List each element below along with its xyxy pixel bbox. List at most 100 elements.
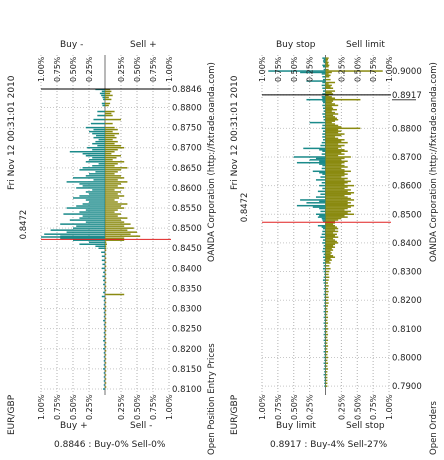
right-bar: [105, 175, 121, 177]
left-bar: [321, 233, 326, 236]
left-bar: [76, 205, 105, 207]
left-bar: [73, 197, 105, 199]
right-bar: [325, 330, 328, 333]
left-bar: [322, 76, 326, 78]
y-tick-label: 0.8000: [392, 353, 422, 363]
left-bar: [323, 68, 326, 71]
right-bar: [105, 247, 107, 249]
left-bar: [79, 195, 105, 197]
left-bar: [319, 171, 326, 174]
right-bar: [325, 249, 334, 251]
right-bar: [105, 114, 113, 117]
left-bar: [76, 225, 105, 227]
right-bar: [105, 136, 117, 139]
left-bar: [101, 255, 105, 258]
x-tick-label-top: 1.00%: [165, 56, 174, 82]
right-bar: [105, 301, 107, 304]
left-bar: [69, 219, 105, 221]
left-bar: [101, 102, 105, 105]
left-bar: [323, 299, 326, 301]
right-bar: [325, 339, 329, 342]
right-bar: [105, 354, 107, 356]
left-bar: [321, 96, 326, 98]
y-tick-label: 0.8700: [392, 153, 422, 163]
left-bar: [103, 311, 105, 314]
right-bar: [105, 130, 113, 133]
right-bar: [325, 270, 330, 273]
left-bar: [103, 344, 105, 346]
left-bar: [321, 84, 326, 87]
right-bar: [105, 229, 128, 231]
x-tick-label-top: 0.25%: [117, 56, 126, 82]
right-bar: [325, 90, 336, 92]
x-tick-label-bottom: 0.50%: [133, 394, 142, 420]
right-bar: [325, 227, 339, 230]
left-bar: [322, 267, 326, 270]
right-bar: [325, 299, 329, 301]
right-bar: [325, 353, 328, 356]
left-bar: [306, 98, 326, 101]
right-bar: [325, 83, 329, 85]
right-bar: [105, 297, 107, 300]
left-bar: [322, 164, 326, 167]
left-bar: [103, 307, 105, 310]
right-bar: [105, 253, 107, 256]
left-bar: [73, 177, 105, 179]
left-bar: [98, 138, 105, 141]
right-bar: [325, 287, 329, 290]
left-bar: [82, 152, 105, 155]
right-bar: [325, 116, 336, 118]
left-bar: [89, 201, 105, 203]
left-bar: [322, 104, 326, 107]
panel-2-pair: EUR/GBP: [230, 394, 240, 435]
right-bar: [325, 276, 330, 279]
left-bar: [103, 384, 105, 386]
right-bar: [325, 197, 351, 200]
left-bar: [93, 118, 105, 121]
left-bar: [323, 373, 326, 376]
left-bar: [79, 217, 105, 219]
x-tick-label-top: 0.75%: [53, 56, 62, 82]
right-bar: [105, 90, 112, 93]
left-bar: [323, 328, 326, 330]
left-bar: [322, 130, 326, 132]
left-bar: [322, 133, 326, 135]
right-bar: [105, 140, 118, 143]
right-bar: [105, 233, 131, 235]
y-tick-label: 0.8350: [172, 284, 202, 294]
left-bar: [300, 71, 326, 74]
right-bar: [325, 98, 361, 101]
right-bar: [105, 269, 107, 272]
left-bar: [103, 299, 105, 302]
right-bar: [105, 193, 118, 195]
left-bar: [322, 279, 326, 281]
left-bar: [323, 351, 326, 353]
left-bar: [324, 382, 326, 385]
panel-1-footer: 0.8846 : Buy-0% Sell-0%: [54, 440, 166, 450]
right-bar: [325, 169, 345, 171]
right-bar: [105, 118, 121, 121]
left-bar: [323, 61, 326, 64]
right-bar: [325, 325, 328, 327]
x-tick-label-bottom: 0.25%: [85, 394, 94, 420]
right-bar: [325, 234, 336, 237]
left-bar: [103, 388, 105, 390]
y-tick-label: 0.8917: [392, 91, 422, 101]
right-bar: [105, 189, 115, 191]
left-bar: [317, 216, 326, 218]
right-bar: [325, 247, 332, 250]
right-bar: [105, 161, 125, 163]
right-bar: [325, 110, 332, 112]
right-bar: [325, 180, 351, 183]
panel-1-credit: OANDA Corporation (http://fxtrade.oanda.…: [207, 62, 217, 262]
left-bar: [99, 92, 105, 95]
left-bar: [82, 167, 105, 169]
right-bar: [325, 133, 345, 135]
right-bar: [325, 345, 329, 347]
left-bar: [322, 116, 326, 118]
left-bar: [93, 179, 105, 181]
right-bar: [325, 143, 339, 145]
right-bar: [105, 199, 115, 201]
right-bar: [325, 189, 351, 191]
left-bar: [323, 310, 326, 313]
